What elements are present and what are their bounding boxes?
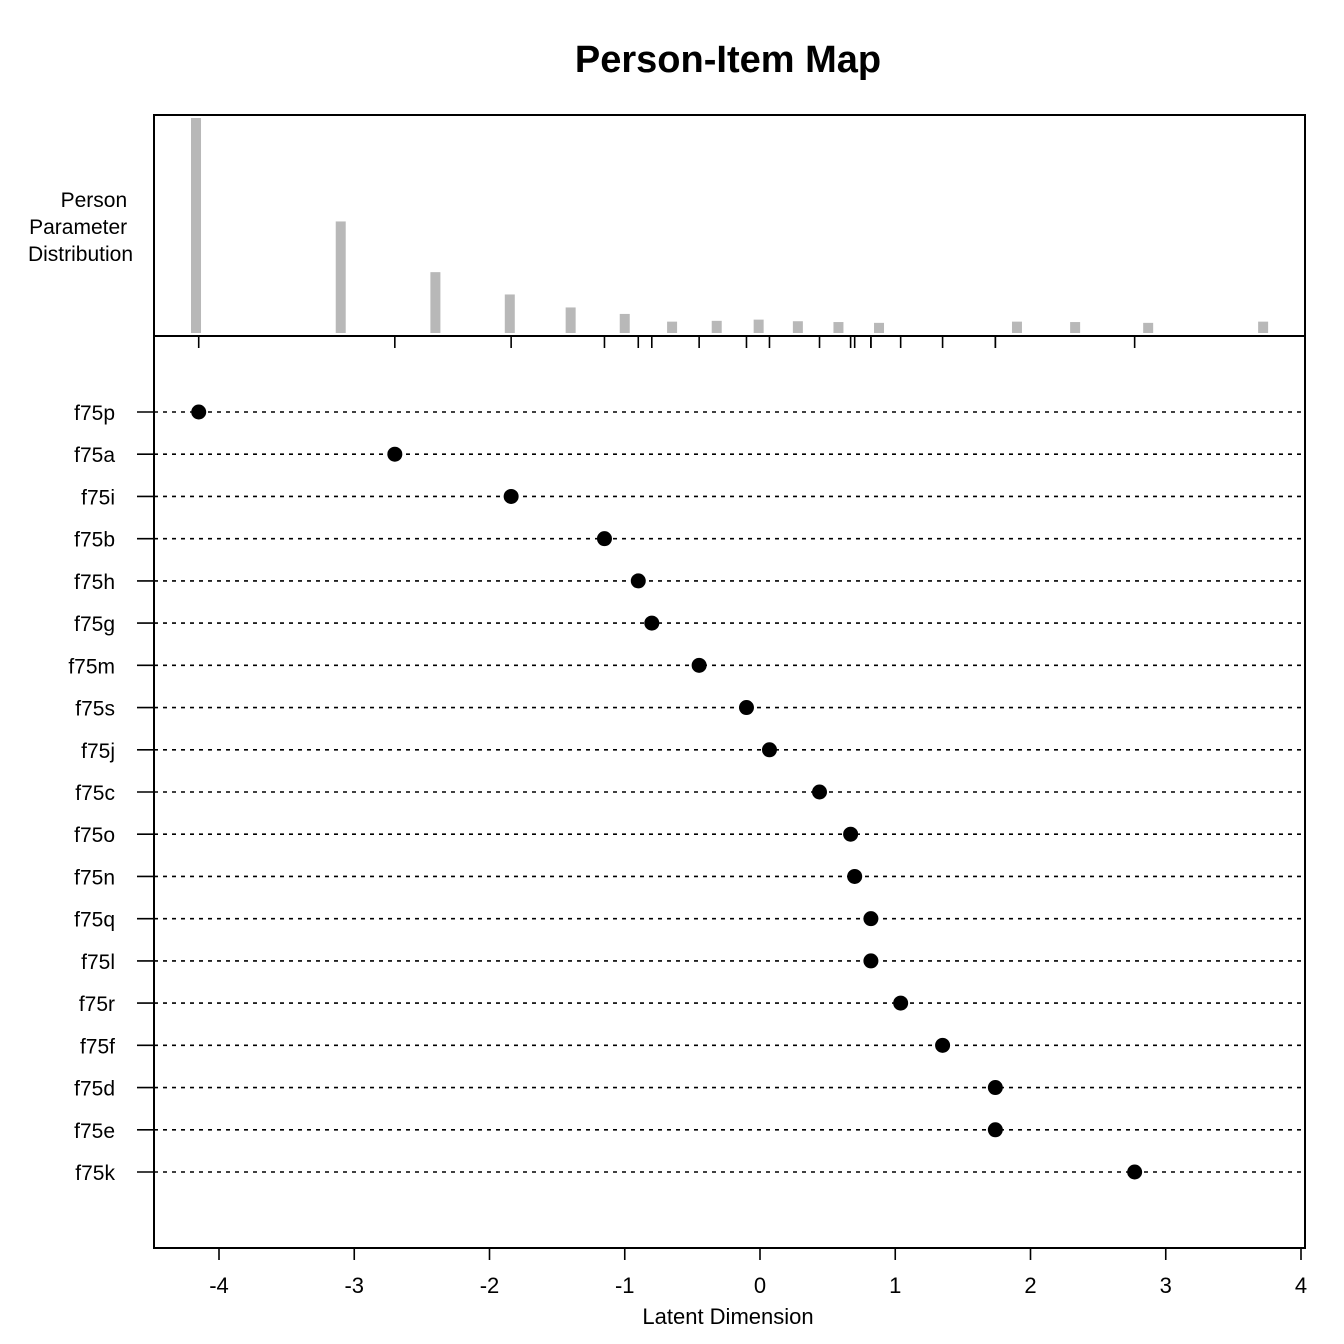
item-label: f75f [80,1035,115,1058]
item-label: f75r [79,993,115,1016]
item-label: f75l [81,951,115,974]
x-tick-label: 1 [889,1273,901,1298]
item-label: f75q [74,909,115,932]
distribution-bar [1258,321,1269,333]
x-tick-label: -2 [480,1273,500,1298]
distribution-label-line: Parameter [29,216,127,239]
x-tick-label: -1 [615,1273,635,1298]
x-tick-label: -4 [209,1273,229,1298]
item-point [761,742,777,758]
item-point [644,615,660,631]
distribution-bar [792,321,803,333]
distribution-panel-frame [153,114,1306,337]
item-label: f75j [81,740,115,763]
item-label: f75g [74,613,115,636]
item-point [387,446,403,462]
item-label: f75s [75,698,115,721]
chart-title: Person-Item Map [575,39,881,81]
item-point [191,404,207,420]
item-point [863,953,879,969]
item-point [630,573,646,589]
item-label: f75k [75,1162,115,1185]
x-axis: -4 -3 -2 -1 0 1 2 3 4 [209,1247,1307,1298]
distribution-bar [711,320,722,333]
distribution-bars [191,118,1269,333]
item-point [843,826,859,842]
item-point [1127,1164,1143,1180]
item-label: f75m [68,655,115,678]
distribution-bar [1143,322,1154,333]
item-location-ticks [197,336,1136,348]
item-point [935,1037,951,1053]
item-point [691,657,707,673]
item-label: f75h [74,571,115,594]
distribution-label-line: Distribution [28,243,133,266]
distribution-bar [335,221,346,333]
distribution-label-line: Person [61,189,128,212]
item-point [812,784,828,800]
distribution-bar [619,313,630,333]
item-label: f75p [74,402,115,425]
x-tick-label: 3 [1160,1273,1172,1298]
distribution-bar [565,307,576,333]
distribution-bar [191,118,202,333]
item-point [596,531,612,547]
distribution-bar [667,321,678,333]
item-label: f75d [74,1078,115,1101]
x-tick-label: 2 [1024,1273,1036,1298]
item-label: f75i [81,486,115,509]
x-tick-label: 0 [754,1273,766,1298]
item-label: f75b [74,529,115,552]
item-rows: f75p f75a f75i f75b f75h f75g f75m f75s f75j f75c… [68,402,1305,1185]
distribution-bar [1011,321,1022,333]
item-point [738,700,754,716]
distribution-bar [874,322,885,333]
distribution-bar [833,322,844,333]
item-label: f75o [74,824,115,847]
item-point [987,1080,1003,1096]
x-tick-label: 4 [1295,1273,1307,1298]
distribution-bar [430,272,441,333]
distribution-bar [504,294,515,333]
distribution-bar [753,319,764,333]
item-label: f75a [74,444,115,467]
x-axis-label: Latent Dimension [642,1304,813,1329]
x-tick-label: -3 [344,1273,364,1298]
item-label: f75e [74,1120,115,1143]
item-label: f75n [74,866,115,889]
item-label: f75c [75,782,115,805]
item-point [863,911,879,927]
item-point [503,488,519,504]
distribution-label: Person Parameter Distribution [28,189,133,266]
item-point [893,995,909,1011]
item-point [847,868,863,884]
distribution-bar [1070,322,1081,333]
item-point [987,1122,1003,1138]
